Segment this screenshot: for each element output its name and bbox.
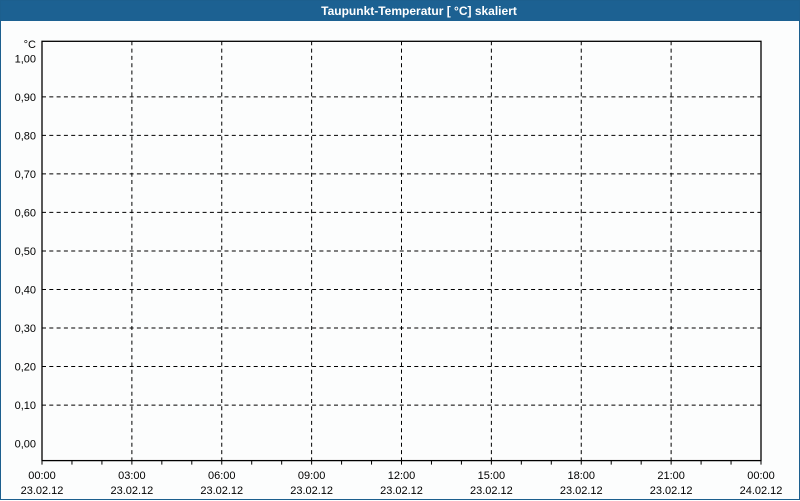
svg-text:15:00: 15:00 [478, 470, 506, 482]
svg-text:1,00: 1,00 [15, 53, 36, 65]
svg-text:0,50: 0,50 [15, 246, 36, 258]
svg-text:00:00: 00:00 [28, 470, 56, 482]
svg-text:0,20: 0,20 [15, 362, 36, 374]
svg-text:23.02.12: 23.02.12 [21, 485, 64, 497]
svg-text:23.02.12: 23.02.12 [470, 485, 513, 497]
svg-text:23.02.12: 23.02.12 [560, 485, 603, 497]
svg-text:00:00: 00:00 [747, 470, 775, 482]
svg-text:23.02.12: 23.02.12 [290, 485, 333, 497]
svg-text:0,10: 0,10 [15, 400, 36, 412]
svg-text:0,60: 0,60 [15, 207, 36, 219]
svg-text:0,40: 0,40 [15, 284, 36, 296]
svg-text:18:00: 18:00 [567, 470, 595, 482]
svg-text:0,80: 0,80 [15, 130, 36, 142]
svg-text:23.02.12: 23.02.12 [110, 485, 153, 497]
svg-text:°C: °C [24, 39, 36, 51]
svg-text:0,70: 0,70 [15, 169, 36, 181]
svg-text:21:00: 21:00 [657, 470, 685, 482]
svg-text:12:00: 12:00 [388, 470, 416, 482]
svg-text:23.02.12: 23.02.12 [650, 485, 693, 497]
svg-text:23.02.12: 23.02.12 [380, 485, 423, 497]
svg-text:0,00: 0,00 [15, 439, 36, 451]
svg-text:24.02.12: 24.02.12 [740, 485, 783, 497]
svg-text:23.02.12: 23.02.12 [200, 485, 243, 497]
svg-text:03:00: 03:00 [118, 470, 146, 482]
svg-text:0,90: 0,90 [15, 92, 36, 104]
svg-text:06:00: 06:00 [208, 470, 236, 482]
svg-text:09:00: 09:00 [298, 470, 326, 482]
svg-text:0,30: 0,30 [15, 323, 36, 335]
